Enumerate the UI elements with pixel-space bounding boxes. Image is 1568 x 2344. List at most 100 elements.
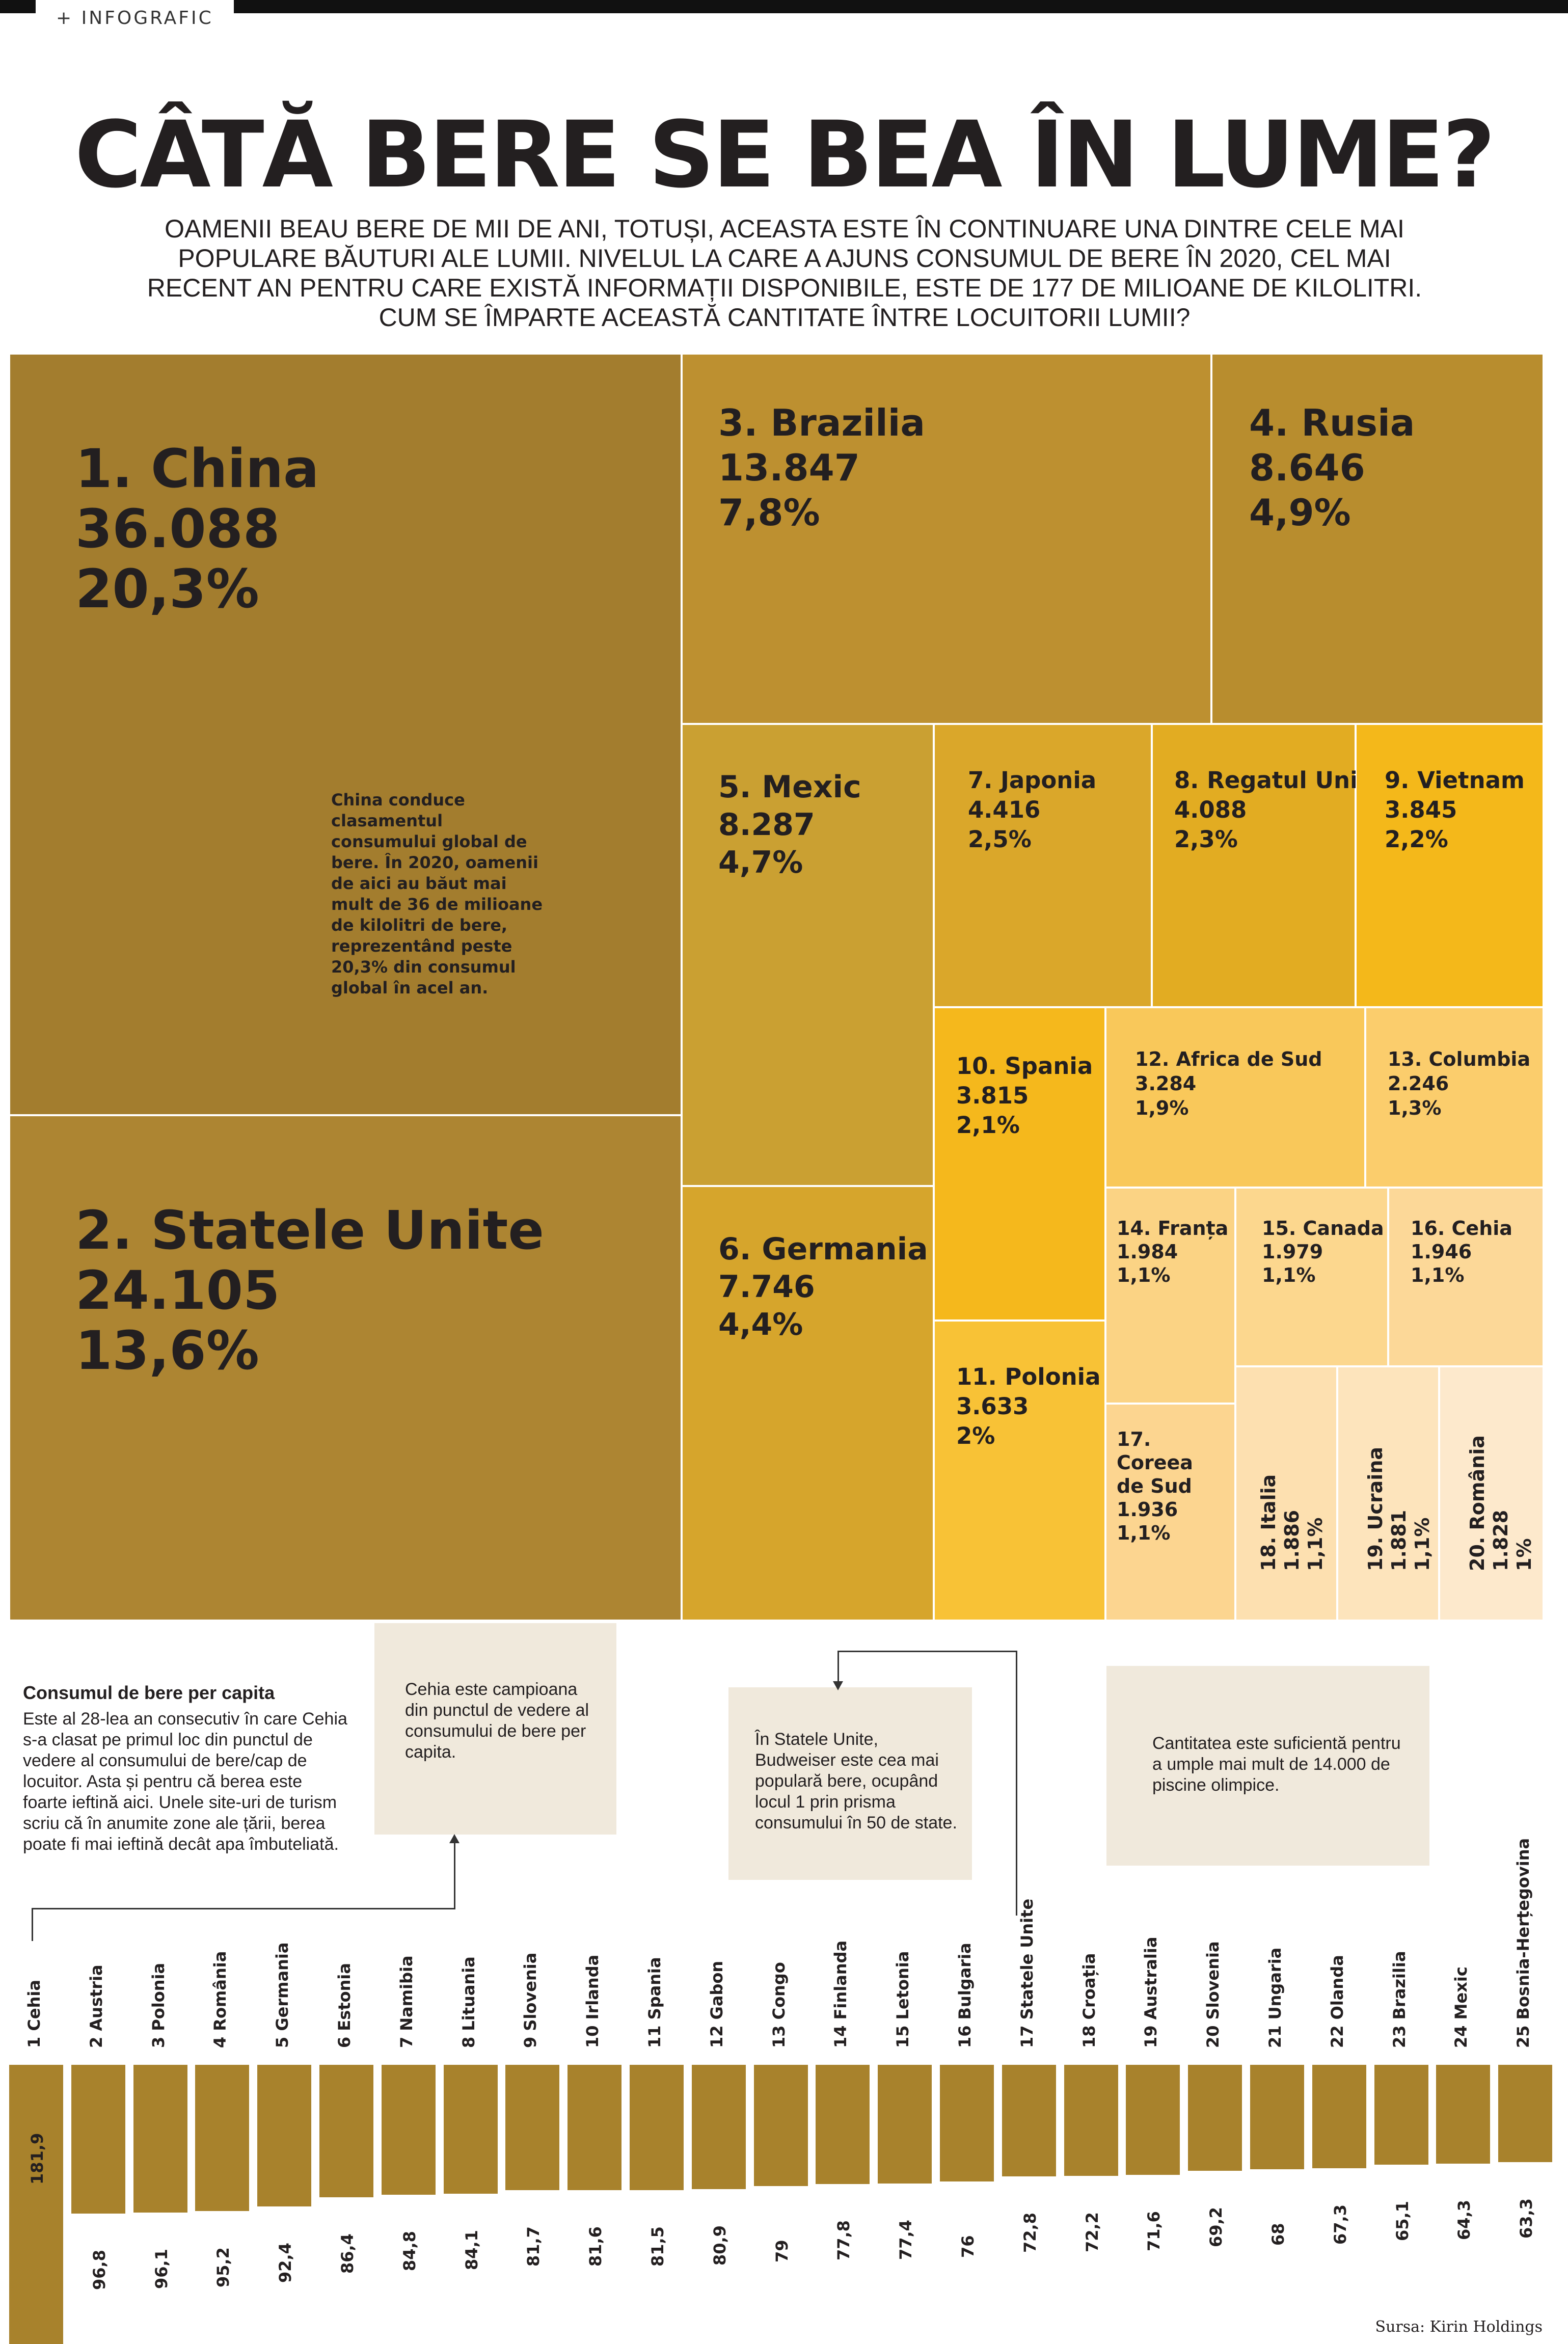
tile-share: 1,1% <box>1411 1264 1465 1286</box>
bar <box>9 2065 63 2344</box>
treemap-tile-17: 17. Coreea de Sud 1.936 1,1% <box>1105 1404 1235 1621</box>
tile-country: 9. Vietnam <box>1385 767 1525 794</box>
bar-value-label: 81,7 <box>524 2226 543 2267</box>
bar <box>1312 2065 1366 2168</box>
bar <box>630 2065 684 2190</box>
tile-country: 13. Columbia <box>1388 1048 1531 1070</box>
bar-value-label: 77,4 <box>896 2220 915 2260</box>
cehia-box: Cehia este campioana din punctul de vede… <box>374 1623 616 1835</box>
treemap-tile-20: 20. România 1.828 1% <box>1439 1366 1544 1621</box>
treemap-label: 12. Africa de Sud 3.284 1,9% <box>1135 1047 1322 1120</box>
top-bar <box>0 0 1568 13</box>
treemap-label: 20. România 1.828 1% <box>1466 1435 1536 1571</box>
bar-category-label: 9 Slovenia <box>521 1952 540 2048</box>
treemap-tile-1: 1. China 36.088 20,3% <box>9 354 682 1115</box>
tile-country: 1. China <box>75 438 319 500</box>
tile-value: 1.946 <box>1411 1241 1472 1263</box>
bar-category-label: 12 Gabon <box>707 1960 726 2048</box>
bar-value-label: 72,8 <box>1020 2213 1040 2253</box>
treemap-tile-11: 11. Polonia 3.633 2% <box>934 1321 1105 1621</box>
bar <box>133 2065 187 2213</box>
treemap-label: 9. Vietnam 3.845 2,2% <box>1385 766 1525 854</box>
bar-value-label: 72,2 <box>1083 2212 1102 2252</box>
tile-country: 4. Rusia <box>1249 401 1415 444</box>
bar-category-label: 21 Ungaria <box>1265 1947 1285 2048</box>
treemap-tile-7: 7. Japonia 4.416 2,5% <box>934 724 1152 1007</box>
bar-category-label: 23 Brazilia <box>1390 1951 1409 2048</box>
bar <box>1002 2065 1056 2176</box>
treemap-tile-3: 3. Brazilia 13.847 7,8% <box>682 354 1211 724</box>
tile-share: 4,9% <box>1249 491 1351 534</box>
bar-value-label: 67,3 <box>1331 2204 1350 2245</box>
source-note: Sursa: Kirin Holdings <box>1375 2318 1543 2336</box>
tile-country: 8. Regatul Unit <box>1174 767 1369 794</box>
treemap-tile-4: 4. Rusia 8.646 4,9% <box>1211 354 1544 724</box>
bar-category-label: 19 Australia <box>1141 1936 1160 2048</box>
tile-share: 2,5% <box>968 826 1032 853</box>
bar <box>195 2065 249 2211</box>
bar-value-label: 80,9 <box>710 2225 729 2266</box>
bar-category-label: 10 Irlanda <box>583 1954 602 2048</box>
tile-share: 1,1% <box>1117 1264 1171 1286</box>
tile-share: 1% <box>1513 1538 1535 1571</box>
tile-share: 1,1% <box>1117 1522 1171 1544</box>
tile-country: 19. Ucraina <box>1364 1446 1387 1571</box>
treemap-tile-13: 13. Columbia 2.246 1,3% <box>1365 1007 1544 1188</box>
tile-value: 36.088 <box>75 498 280 560</box>
treemap-label: 8. Regatul Unit 4.088 2,3% <box>1174 766 1369 854</box>
connector-usa-v2 <box>837 1651 839 1684</box>
treemap-label: 10. Spania 3.815 2,1% <box>956 1052 1093 1140</box>
tile-share: 2% <box>956 1422 995 1449</box>
treemap-tile-8: 8. Regatul Unit 4.088 2,3% <box>1152 724 1369 1007</box>
section-tag: + INFOGRAFIC <box>36 0 234 31</box>
bar-value-label: 79 <box>772 2240 792 2262</box>
treemap-label: 16. Cehia 1.946 1,1% <box>1411 1217 1512 1287</box>
bar-category-label: 16 Bulgaria <box>955 1943 975 2048</box>
treemap-tile-12: 12. Africa de Sud 3.284 1,9% <box>1105 1007 1365 1188</box>
tile-value: 8.287 <box>718 807 815 843</box>
tile-value: 1.936 <box>1117 1498 1178 1521</box>
treemap-label: 14. Franța 1.984 1,1% <box>1117 1217 1228 1287</box>
arrow-down-icon <box>833 1681 843 1690</box>
treemap-label: 13. Columbia 2.246 1,3% <box>1388 1047 1530 1120</box>
tile-value: 4.088 <box>1174 796 1247 823</box>
connector-usa-v1 <box>1016 1651 1017 1916</box>
bar-category-label: 3 Polonia <box>149 1962 168 2048</box>
bar <box>1250 2065 1304 2169</box>
treemap-tile-6: 6. Germania 7.746 4,4% <box>682 1186 934 1621</box>
tile-country: 17. Coreea de Sud <box>1117 1428 1193 1497</box>
tile-value: 1.828 <box>1490 1510 1512 1571</box>
percapita-title: Consumul de bere per capita <box>23 1682 275 1703</box>
pools-box: Cantitatea este suficientă pentru a umpl… <box>1106 1666 1429 1866</box>
bar-category-label: 11 Spania <box>645 1957 664 2048</box>
bar-value-label: 84,1 <box>462 2230 481 2270</box>
treemap-label: 17. Coreea de Sud 1.936 1,1% <box>1117 1427 1219 1545</box>
treemap-label: 11. Polonia 3.633 2% <box>956 1362 1100 1451</box>
treemap-tile-9: 9. Vietnam 3.845 2,2% <box>1356 724 1544 1007</box>
tile-value: 3.845 <box>1385 796 1457 823</box>
tile-share: 4,4% <box>718 1307 803 1342</box>
tile-country: 14. Franța <box>1117 1217 1229 1240</box>
usa-box-text: În Statele Unite, Budweiser este cea mai… <box>755 1730 957 1833</box>
tile-share: 1,1% <box>1411 1517 1434 1571</box>
connector-cehia-v2 <box>454 1843 455 1909</box>
bar-category-label: 7 Namibia <box>397 1955 416 2048</box>
treemap-label: 2. Statele Unite 24.105 13,6% <box>75 1200 544 1381</box>
bar <box>567 2065 621 2190</box>
treemap-label: 19. Ucraina 1.881 1,1% <box>1364 1447 1434 1571</box>
tile-share: 1,9% <box>1135 1097 1189 1119</box>
treemap-tile-15: 15. Canada 1.979 1,1% <box>1235 1188 1388 1366</box>
bar <box>257 2065 311 2206</box>
tile-country: 10. Spania <box>956 1053 1093 1080</box>
bar <box>692 2065 746 2189</box>
bar-category-label: 25 Bosnia-Herțegovina <box>1513 1838 1533 2048</box>
bar <box>444 2065 498 2194</box>
tile-share: 1,1% <box>1262 1264 1316 1286</box>
bar <box>940 2065 994 2181</box>
treemap-label: 6. Germania 7.746 4,4% <box>718 1230 928 1343</box>
tile-value: 1.886 <box>1281 1510 1303 1571</box>
tile-share: 20,3% <box>75 558 259 620</box>
bar-category-label: 6 Estonia <box>335 1963 354 2048</box>
tile-country: 16. Cehia <box>1411 1217 1512 1240</box>
percapita-body: Este al 28-lea an consecutiv în care Ceh… <box>23 1709 347 1854</box>
